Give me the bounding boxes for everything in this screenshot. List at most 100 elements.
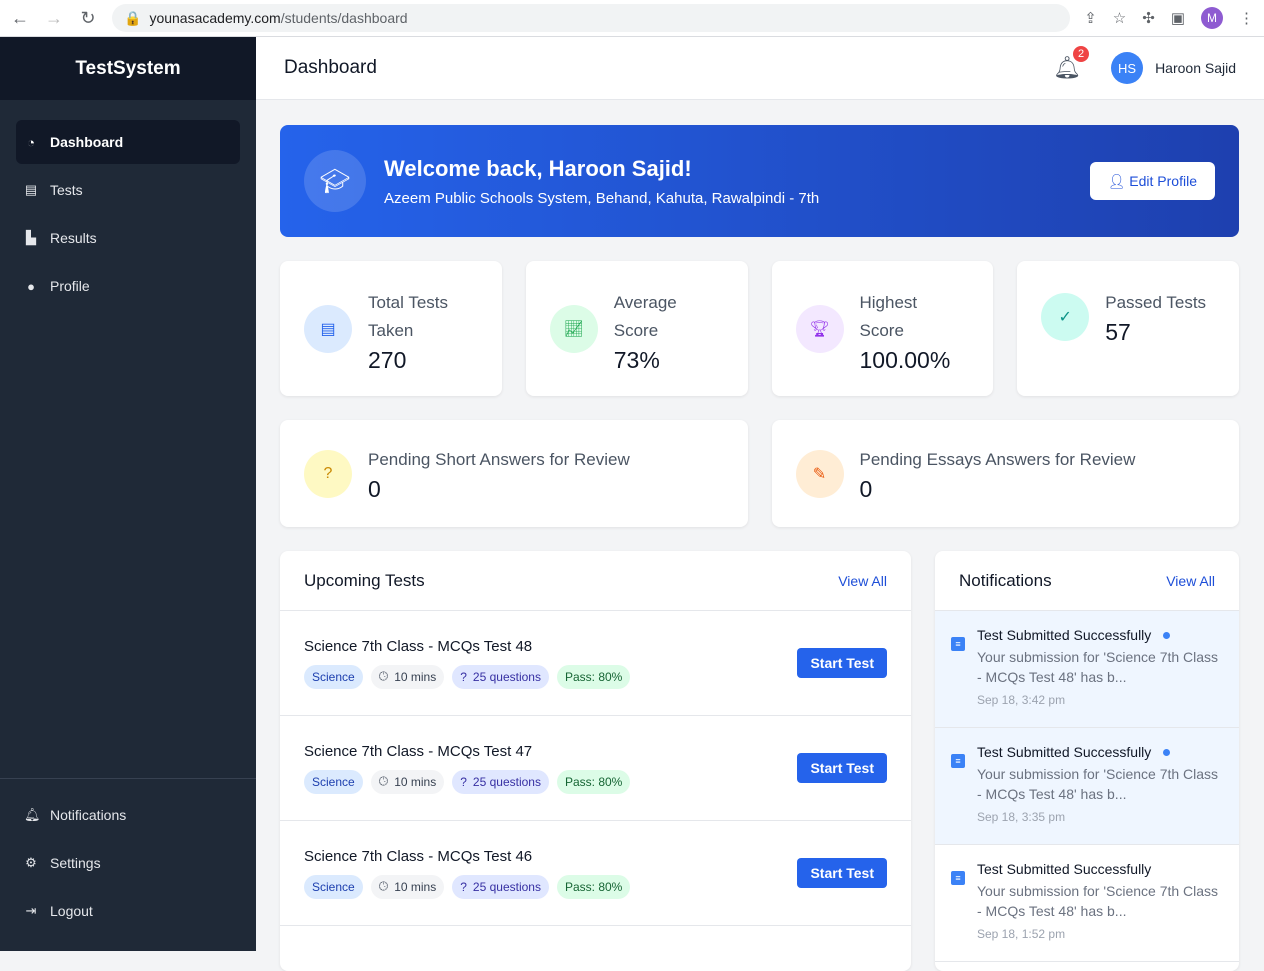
duration: 10 mins: [394, 774, 437, 789]
stat-label: Pending Essays Answers for Review: [859, 450, 1136, 469]
document-icon: ≡: [951, 871, 965, 885]
chart-icon: ▙: [26, 230, 36, 245]
share-icon[interactable]: ⇪: [1084, 10, 1097, 27]
test-row: Science 7th Class - MCQs Test 46 Science…: [280, 821, 911, 926]
stat-value: 73%: [613, 347, 660, 373]
sidebar-item-dashboard[interactable]: ◔ Dashboard: [16, 120, 240, 164]
stat-label: Total Tests Taken: [368, 293, 449, 340]
unread-dot: [1163, 748, 1171, 756]
questions: 25 questions: [472, 774, 541, 789]
top-header: Dashboard 🔔︎ 2 HS Haroon Sajid: [256, 37, 1264, 100]
start-test-button[interactable]: Start Test: [797, 753, 887, 783]
edit-file-icon: ✎: [795, 450, 844, 498]
label: Logout: [50, 903, 93, 919]
browser-toolbar: ← → ↻ 🔒 younasacademy.com/students/dashbo…: [0, 0, 1264, 37]
label: Edit Profile: [1129, 172, 1197, 189]
notification-item[interactable]: ≡ Test Submitted Successfully Your submiss…: [935, 728, 1239, 845]
gear-icon: ⚙: [25, 855, 37, 870]
back-icon[interactable]: ←: [11, 7, 29, 28]
sidebar-item-logout[interactable]: ⇥ Logout: [16, 889, 240, 933]
edit-profile-button[interactable]: 👤︎ Edit Profile: [1089, 162, 1215, 200]
stat-label: Pending Short Answers for Review: [368, 450, 630, 469]
sidebar-item-results[interactable]: ▙ Results: [16, 216, 240, 260]
duration-tag: 🕓︎ 10 mins: [370, 874, 445, 899]
document-icon: ≡: [951, 637, 965, 651]
pending-essays: ✎ Pending Essays Answers for Review 0: [771, 420, 1239, 527]
logout-icon: ⇥: [25, 903, 37, 918]
reload-icon[interactable]: ↻: [80, 7, 96, 28]
user-name[interactable]: Haroon Sajid: [1155, 60, 1236, 76]
questions-tag: ? 25 questions: [452, 769, 549, 794]
chart-line-icon: 📈︎: [549, 305, 598, 353]
question-icon: ?: [460, 879, 467, 894]
notification-badge: 2: [1073, 46, 1090, 62]
notification-message: Your submission for 'Science 7th Class -…: [977, 883, 1219, 919]
stat-label: Highest Score: [859, 293, 918, 340]
label: Results: [50, 230, 97, 246]
url-path: /students/dashboard: [280, 10, 408, 26]
user-edit-icon: 👤︎: [1107, 172, 1126, 189]
pass-tag: Pass: 80%: [556, 769, 631, 794]
test-row: Science 7th Class - MCQs Test 48 Science…: [280, 611, 911, 716]
stat-label: Passed Tests: [1105, 293, 1207, 312]
pass-tag: Pass: 80%: [556, 874, 631, 899]
stat-highest-score: 🏆︎ Highest Score 100.00%: [771, 261, 994, 396]
duration: 10 mins: [394, 879, 437, 894]
questions-tag: ? 25 questions: [452, 664, 549, 689]
stat-total-tests: ▤ Total Tests Taken 270: [280, 261, 502, 396]
stat-value: 0: [859, 476, 873, 502]
star-icon[interactable]: ☆: [1112, 10, 1127, 27]
notification-item[interactable]: ≡ Test Submitted Successfully Your submiss…: [935, 611, 1239, 728]
menu-icon[interactable]: ⋮: [1239, 10, 1254, 27]
duration-tag: 🕓︎ 10 mins: [370, 664, 445, 689]
sidebar-item-notifications[interactable]: 🔔︎ Notifications: [16, 793, 240, 837]
stat-value: 100.00%: [859, 347, 951, 373]
sidepanel-icon[interactable]: ▣: [1170, 10, 1185, 27]
sidebar: TestSystem ◔ Dashboard ▤ Tests ▙ Results ● P…: [0, 37, 256, 951]
test-name: Science 7th Class - MCQs Test 48: [304, 637, 533, 655]
notification-item[interactable]: ≡ Test Submitted Successfully Your submiss…: [935, 845, 1239, 962]
stat-value: 0: [368, 476, 381, 502]
forward-icon[interactable]: →: [45, 7, 63, 28]
questions: 25 questions: [472, 669, 541, 684]
notifications-bell[interactable]: 🔔︎ 2: [1053, 46, 1090, 81]
gauge-icon: ◔: [27, 134, 35, 150]
notification-title: Test Submitted Successfully: [977, 744, 1152, 760]
url-domain: younasacademy.com: [149, 10, 281, 26]
view-all-link[interactable]: View All: [1166, 572, 1215, 589]
file-icon: ▤: [24, 182, 38, 197]
notification-time: Sep 18, 1:52 pm: [977, 927, 1066, 941]
duration: 10 mins: [394, 669, 437, 684]
clock-icon: 🕓︎: [378, 879, 389, 893]
notification-title: Test Submitted Successfully: [977, 627, 1152, 643]
check-icon: ✓: [1041, 293, 1090, 341]
question-icon: ?: [304, 450, 352, 498]
stat-value: 270: [368, 347, 407, 373]
notification-message: Your submission for 'Science 7th Class -…: [977, 766, 1219, 802]
question-icon: ?: [460, 669, 467, 684]
avatar[interactable]: HS: [1111, 52, 1144, 84]
address-bar[interactable]: 🔒 younasacademy.com/students/dashboard: [112, 4, 1071, 32]
panel-title: Notifications: [959, 570, 1052, 590]
welcome-title: Welcome back, Haroon Sajid!: [384, 155, 692, 181]
user-icon: ●: [27, 278, 35, 294]
panel-title: Upcoming Tests: [304, 570, 425, 590]
sidebar-item-settings[interactable]: ⚙ Settings: [16, 841, 240, 885]
lock-icon: 🔒: [124, 9, 142, 26]
profile-avatar[interactable]: M: [1201, 7, 1223, 29]
subject-tag: Science: [304, 874, 363, 899]
sidebar-item-tests[interactable]: ▤ Tests: [16, 168, 240, 212]
view-all-link[interactable]: View All: [838, 572, 887, 589]
start-test-button[interactable]: Start Test: [797, 648, 887, 678]
test-row: Science 7th Class - MCQs Test 47 Science…: [280, 716, 911, 821]
sidebar-item-profile[interactable]: ● Profile: [16, 264, 240, 308]
extensions-icon[interactable]: ✣: [1142, 10, 1155, 27]
brand-logo: TestSystem: [0, 37, 256, 100]
stat-passed-tests: ✓ Passed Tests 57: [1017, 261, 1239, 396]
notification-message: Your submission for 'Science 7th Class -…: [977, 649, 1219, 685]
subject-tag: Science: [304, 664, 363, 689]
stat-label: Average Score: [613, 293, 677, 340]
notifications-panel: Notifications View All ≡ Test Submitted Su…: [935, 551, 1239, 971]
unread-dot: [1163, 631, 1171, 639]
start-test-button[interactable]: Start Test: [797, 858, 887, 888]
